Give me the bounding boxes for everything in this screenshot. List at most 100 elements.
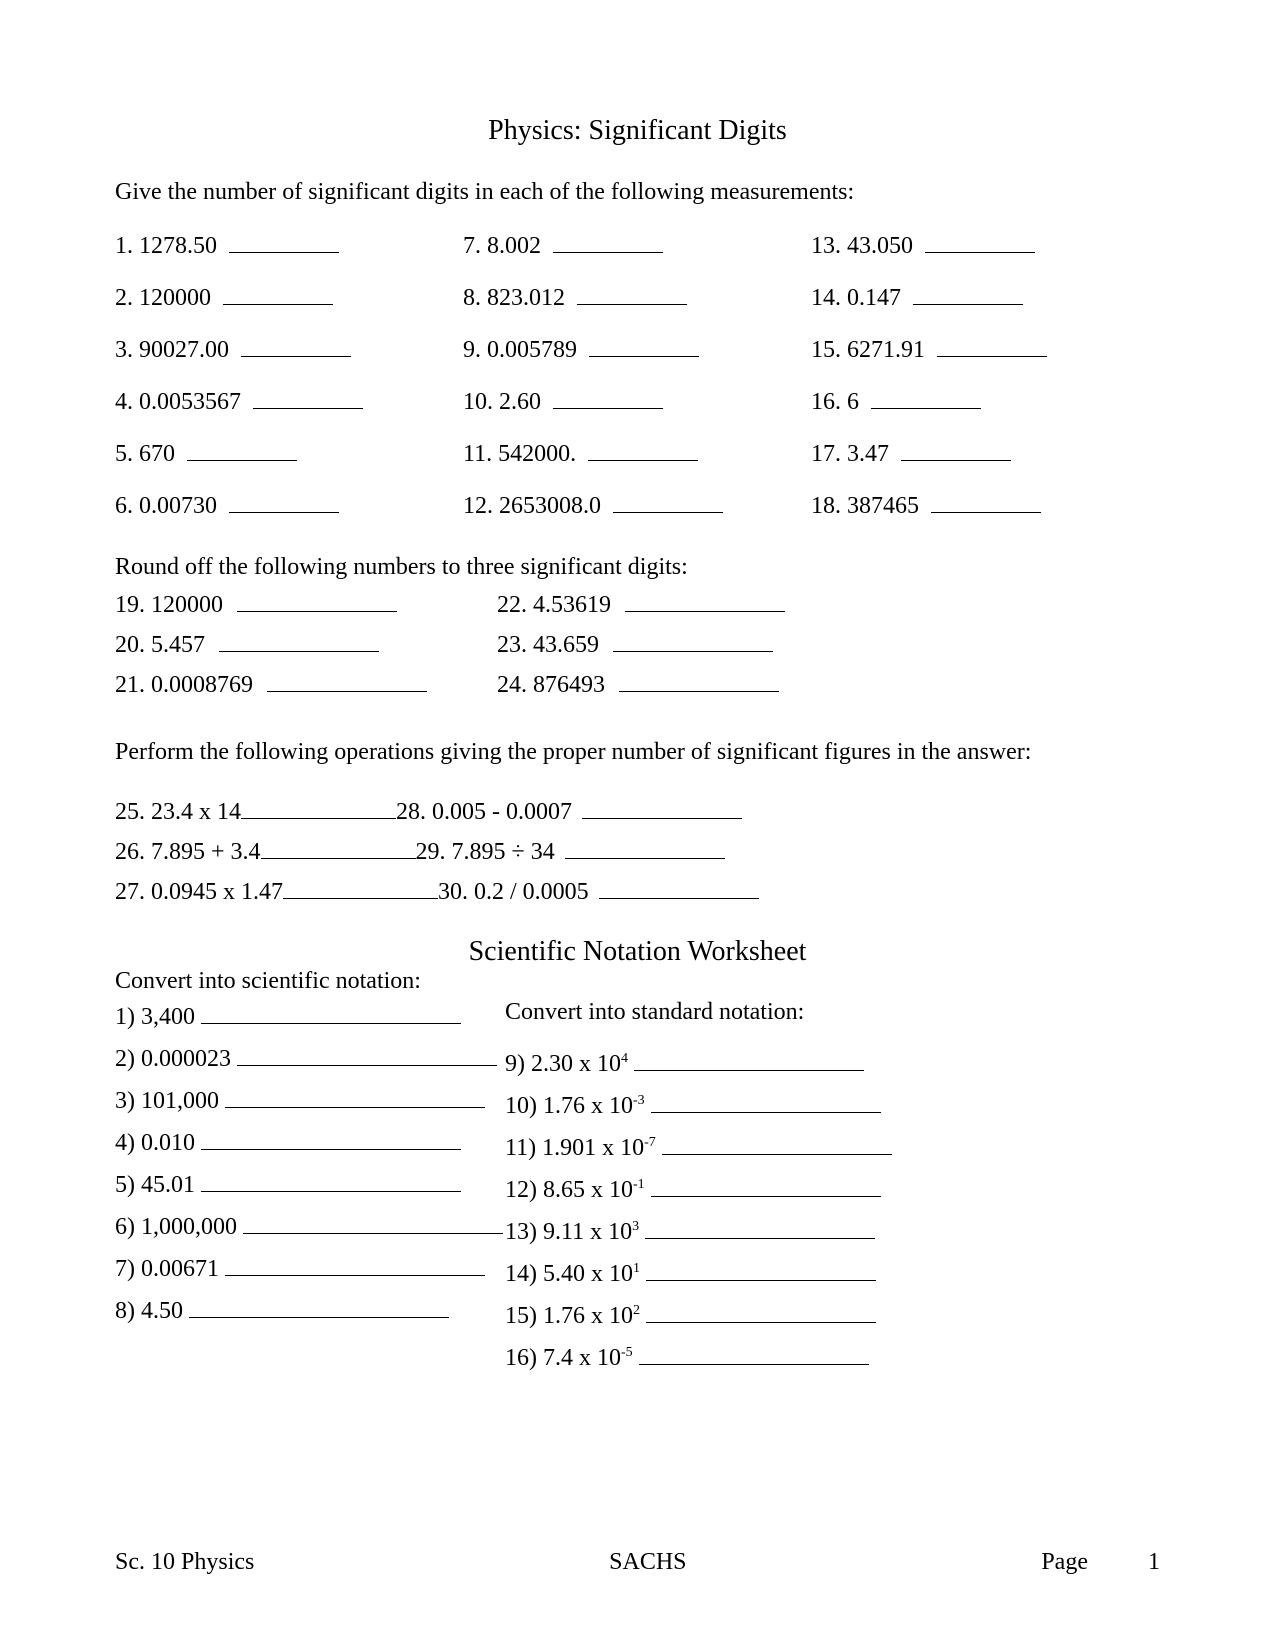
answer-blank[interactable] [261, 834, 416, 859]
question-text: 18. 387465 [811, 493, 919, 520]
answer-blank[interactable] [937, 332, 1047, 357]
answer-blank[interactable] [588, 436, 698, 461]
answer-blank[interactable] [187, 436, 297, 461]
ops-item: 29. 7.895 ÷ 34 [416, 834, 1160, 866]
answer-blank[interactable] [639, 1340, 869, 1365]
question-text: 1) 3,400 [115, 1004, 195, 1031]
sigfig-item: 7. 8.002 [463, 228, 811, 260]
sigfig-item: 3. 90027.00 [115, 332, 463, 364]
sci-left-item: 6) 1,000,000 [115, 1209, 505, 1241]
answer-blank[interactable] [634, 1046, 864, 1071]
sci-left-item: 3) 101,000 [115, 1083, 505, 1115]
question-text: 20. 5.457 [115, 632, 205, 659]
answer-blank[interactable] [241, 794, 396, 819]
answer-blank[interactable] [267, 667, 427, 692]
question-text: 5. 670 [115, 441, 175, 468]
question-text: 10. 2.60 [463, 389, 541, 416]
answer-blank[interactable] [662, 1130, 892, 1155]
sci-left-item: 8) 4.50 [115, 1293, 505, 1325]
sci-right-item: 9) 2.30 x 104 [505, 1046, 1160, 1078]
answer-blank[interactable] [931, 488, 1041, 513]
sci-right-column: Convert into standard notation: 9) 2.30 … [505, 999, 1160, 1382]
answer-blank[interactable] [651, 1172, 881, 1197]
answer-blank[interactable] [223, 280, 333, 305]
answer-blank[interactable] [237, 1041, 497, 1066]
answer-blank[interactable] [613, 488, 723, 513]
answer-blank[interactable] [646, 1256, 876, 1281]
answer-blank[interactable] [219, 627, 379, 652]
sci-right-item: 15) 1.76 x 102 [505, 1298, 1160, 1330]
question-text: 22. 4.53619 [497, 592, 611, 619]
answer-blank[interactable] [646, 1298, 876, 1323]
sigfig-item: 1. 1278.50 [115, 228, 463, 260]
answer-blank[interactable] [241, 332, 351, 357]
sigfig-section: 1. 1278.507. 8.00213. 43.050 2. 1200008. … [115, 228, 1160, 520]
question-text: 6) 1,000,000 [115, 1214, 237, 1241]
answer-blank[interactable] [229, 228, 339, 253]
answer-blank[interactable] [625, 587, 785, 612]
footer-center: SACHS [609, 1549, 686, 1576]
sci-left-item: 2) 0.000023 [115, 1041, 505, 1073]
question-text: 23. 43.659 [497, 632, 599, 659]
answer-blank[interactable] [582, 794, 742, 819]
answer-blank[interactable] [553, 228, 663, 253]
answer-blank[interactable] [243, 1209, 503, 1234]
page-footer: Sc. 10 Physics SACHS Page 1 [115, 1549, 1160, 1576]
question-text: 16) 7.4 x 10-5 [505, 1345, 633, 1372]
answer-blank[interactable] [651, 1088, 881, 1113]
sci-right-item: 16) 7.4 x 10-5 [505, 1340, 1160, 1372]
ops-item: 25. 23.4 x 14 [115, 794, 396, 826]
answer-blank[interactable] [189, 1293, 449, 1318]
answer-blank[interactable] [225, 1083, 485, 1108]
answer-blank[interactable] [613, 627, 773, 652]
question-text: 12. 2653008.0 [463, 493, 601, 520]
answer-blank[interactable] [229, 488, 339, 513]
answer-blank[interactable] [925, 228, 1035, 253]
sci-left-column: 1) 3,400 2) 0.000023 3) 101,000 4) 0.010 5) … [115, 999, 505, 1382]
answer-blank[interactable] [225, 1251, 485, 1276]
sci-left-item: 7) 0.00671 [115, 1251, 505, 1283]
answer-blank[interactable] [599, 874, 759, 899]
sci-left-item: 4) 0.010 [115, 1125, 505, 1157]
round-item: 23. 43.659 [497, 627, 1160, 659]
answer-blank[interactable] [645, 1214, 875, 1239]
question-text: 3. 90027.00 [115, 337, 229, 364]
answer-blank[interactable] [201, 1167, 461, 1192]
question-text: 15) 1.76 x 102 [505, 1303, 640, 1330]
instructions-4: Convert into scientific notation: [115, 968, 1160, 995]
sigfig-row: 1. 1278.507. 8.00213. 43.050 [115, 228, 1160, 260]
answer-blank[interactable] [253, 384, 363, 409]
answer-blank[interactable] [283, 874, 438, 899]
answer-blank[interactable] [913, 280, 1023, 305]
question-text: 4) 0.010 [115, 1130, 195, 1157]
answer-blank[interactable] [201, 999, 461, 1024]
question-text: 5) 45.01 [115, 1172, 195, 1199]
question-text: 19. 120000 [115, 592, 223, 619]
question-text: 13. 43.050 [811, 233, 913, 260]
round-item: 21. 0.0008769 [115, 667, 497, 699]
question-text: 25. 23.4 x 14 [115, 799, 241, 826]
sigfig-row: 2. 1200008. 823.01214. 0.147 [115, 280, 1160, 312]
answer-blank[interactable] [565, 834, 725, 859]
answer-blank[interactable] [871, 384, 981, 409]
sigfig-item: 18. 387465 [811, 488, 1159, 520]
ops-row: 27. 0.0945 x 1.4730. 0.2 / 0.0005 [115, 874, 1160, 906]
question-text: 11. 542000. [463, 441, 576, 468]
sigfig-item: 10. 2.60 [463, 384, 811, 416]
answer-blank[interactable] [577, 280, 687, 305]
answer-blank[interactable] [237, 587, 397, 612]
question-text: 17. 3.47 [811, 441, 889, 468]
answer-blank[interactable] [619, 667, 779, 692]
question-text: 3) 101,000 [115, 1088, 219, 1115]
answer-blank[interactable] [553, 384, 663, 409]
question-text: 14. 0.147 [811, 285, 901, 312]
round-row: 19. 120000 22. 4.53619 [115, 587, 1160, 619]
round-item: 19. 120000 [115, 587, 497, 619]
sigfig-item: 14. 0.147 [811, 280, 1159, 312]
answer-blank[interactable] [201, 1125, 461, 1150]
answer-blank[interactable] [589, 332, 699, 357]
answer-blank[interactable] [901, 436, 1011, 461]
question-text: 27. 0.0945 x 1.47 [115, 879, 283, 906]
round-item: 20. 5.457 [115, 627, 497, 659]
instructions-3: Perform the following operations giving … [115, 739, 1160, 766]
